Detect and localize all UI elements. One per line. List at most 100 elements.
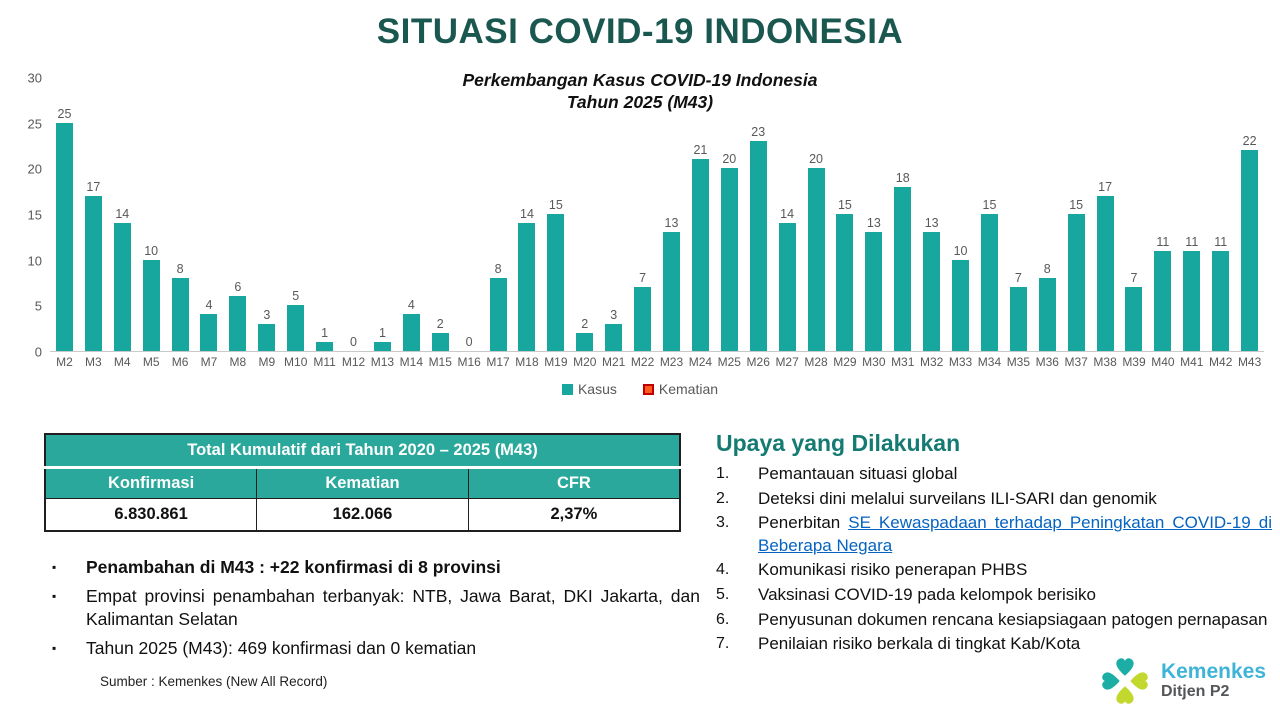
bar-M18: 14 xyxy=(513,78,542,351)
bar-M42: 11 xyxy=(1206,78,1235,351)
bar xyxy=(1212,250,1230,351)
x-tick-label: M2 xyxy=(56,355,73,369)
upaya-item-text: Penyusunan dokumen rencana kesiapsiagaan… xyxy=(758,609,1268,629)
logo-text: Kemenkes Ditjen P2 xyxy=(1160,659,1266,701)
x-tick-label: M29 xyxy=(833,355,857,369)
table-header-kematian: Kematian xyxy=(256,467,469,499)
upaya-item-number: 1. xyxy=(716,465,730,482)
source-note: Sumber : Kemenkes (New All Record) xyxy=(100,674,328,689)
bar-M21: 3 xyxy=(599,78,628,351)
bar xyxy=(1067,214,1085,351)
bar-value-label: 13 xyxy=(664,216,679,231)
logo-brand: Kemenkes xyxy=(1160,659,1266,683)
bar xyxy=(807,168,825,351)
bar-M9: 3 xyxy=(252,78,281,351)
chart-title: Perkembangan Kasus COVID-19 Indonesia Ta… xyxy=(16,70,1264,114)
plot-area: 25 17 14 10 8 4 6 3 5 1 0 1 4 2 0 8 14 15 2 3 7 13 21 20 23 14 20 1… xyxy=(50,78,1264,352)
x-tick-label: M41 xyxy=(1180,355,1204,369)
bar-value-label: 3 xyxy=(610,307,618,322)
x-tick-label: M21 xyxy=(602,355,626,369)
covid-bar-chart: Perkembangan Kasus COVID-19 Indonesia Ta… xyxy=(16,64,1264,397)
bar-M35: 7 xyxy=(1004,78,1033,351)
upaya-item-text: Penilaian risiko berkala di tingkat Kab/… xyxy=(758,634,1081,654)
upaya-item-5: 5. Vaksinasi COVID-19 pada kelompok beris… xyxy=(716,584,1272,607)
legend-label: Kematian xyxy=(658,381,719,397)
bar xyxy=(1154,250,1172,351)
upaya-item-number: 7. xyxy=(716,635,730,653)
bar xyxy=(518,223,536,351)
upaya-item-2: 2. Deteksi dini melalui surveilans ILI-SA… xyxy=(716,488,1272,511)
upaya-item-text: Deteksi dini melalui surveilans ILI-SARI… xyxy=(758,488,1157,508)
x-tick-label: M27 xyxy=(775,355,799,369)
square-bullet-icon: ▪ xyxy=(52,589,57,604)
bar xyxy=(55,122,73,351)
bar-value-label: 5 xyxy=(292,289,300,304)
y-tick-label: 10 xyxy=(27,253,42,269)
bar-value-label: 15 xyxy=(548,198,563,212)
bar-M29: 15 xyxy=(830,78,859,351)
chart-title-line1: Perkembangan Kasus COVID-19 Indonesia xyxy=(462,70,818,90)
bullet-text: Penambahan di M43 : +22 konfirmasi di 8 … xyxy=(86,557,501,577)
bar-value-label: 20 xyxy=(809,152,823,167)
bar-M10: 5 xyxy=(281,78,310,351)
upaya-item-number: 6. xyxy=(716,610,730,628)
bar xyxy=(142,259,160,351)
bar xyxy=(720,168,738,351)
bullet-item: ▪ Penambahan di M43 : +22 konfirmasi di 8… xyxy=(52,556,700,579)
bar-value-label: 8 xyxy=(1043,261,1051,276)
x-tick-label: M20 xyxy=(573,355,597,369)
bar xyxy=(749,140,767,351)
bar-M25: 20 xyxy=(715,78,744,351)
bar xyxy=(84,195,102,351)
bar-value-label: 7 xyxy=(639,271,647,286)
upaya-item-7: 7. Penilaian risiko berkala di tingkat Ka… xyxy=(716,633,1272,656)
x-tick-label: M17 xyxy=(486,355,510,369)
bar-value-label: 3 xyxy=(263,307,271,322)
bar xyxy=(316,341,334,351)
bar-value-label: 2 xyxy=(436,316,444,331)
x-tick-label: M23 xyxy=(659,355,684,369)
x-tick-label: M11 xyxy=(313,355,336,369)
bar xyxy=(778,223,796,351)
se-kewaspadaan-link[interactable]: SE Kewaspadaan terhadap Peningkatan COVI… xyxy=(758,513,1273,555)
cumulative-table: Total Kumulatif dari Tahun 2020 – 2025 (… xyxy=(44,433,681,532)
bar-value-label: 13 xyxy=(866,216,881,231)
bar-value-label: 20 xyxy=(722,152,737,167)
bar-M3: 17 xyxy=(79,78,108,351)
bar-value-label: 11 xyxy=(1185,234,1199,249)
table-header-cfr: CFR xyxy=(467,467,681,499)
table-header-konfirmasi: Konfirmasi xyxy=(44,467,258,499)
bar-value-label: 17 xyxy=(86,179,101,194)
bar xyxy=(1241,150,1259,351)
x-tick-label: M9 xyxy=(258,355,276,369)
bar-value-label: 15 xyxy=(837,198,852,212)
bar-M7: 4 xyxy=(195,78,224,351)
bar-value-label: 10 xyxy=(953,243,968,258)
legend-swatch-icon xyxy=(642,383,654,395)
bar xyxy=(1096,195,1114,351)
bar-M8: 6 xyxy=(223,78,252,351)
bar-M12: 0 xyxy=(339,78,368,351)
bar xyxy=(431,332,449,351)
bar xyxy=(923,232,941,351)
bar xyxy=(547,214,565,351)
y-tick-label: 0 xyxy=(34,344,42,360)
legend-item-kasus: Kasus xyxy=(561,381,617,397)
x-tick-label: M42 xyxy=(1209,355,1233,369)
upaya-link-prefix: Penerbitan xyxy=(758,513,849,533)
bar-value-label: 14 xyxy=(780,207,795,222)
bar-M38: 17 xyxy=(1091,78,1120,351)
table-value-konfirmasi: 6.830.861 xyxy=(44,498,258,532)
table-title: Total Kumulatif dari Tahun 2020 – 2025 (… xyxy=(44,433,681,469)
bar-M20: 2 xyxy=(570,78,599,351)
logo-unit: Ditjen P2 xyxy=(1160,683,1230,701)
bar-M30: 13 xyxy=(859,78,888,351)
x-tick-label: M13 xyxy=(370,355,395,369)
x-tick-label: M12 xyxy=(341,355,366,369)
bar-value-label: 7 xyxy=(1130,271,1138,286)
x-tick-label: M14 xyxy=(399,355,423,369)
x-tick-label: M3 xyxy=(85,355,102,369)
x-tick-label: M16 xyxy=(457,355,481,369)
x-tick-label: M15 xyxy=(428,355,452,369)
bar-value-label: 11 xyxy=(1156,234,1170,249)
